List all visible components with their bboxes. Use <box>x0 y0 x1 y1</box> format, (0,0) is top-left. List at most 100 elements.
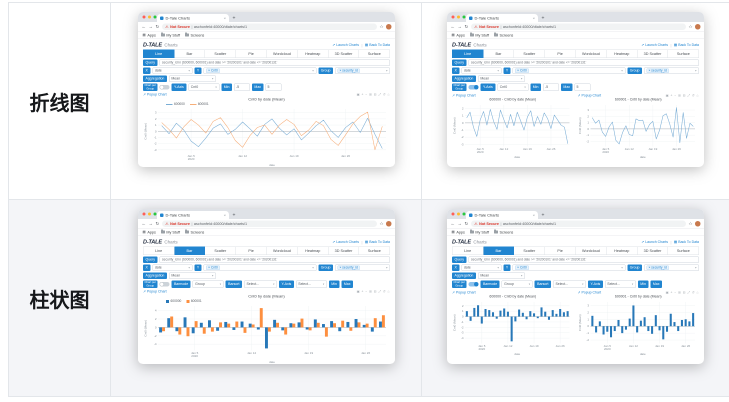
bookmark-folder[interactable]: My Stuff <box>469 32 489 37</box>
tab-3d-scatter[interactable]: 3D Scatter <box>327 49 359 58</box>
reload-icon[interactable]: ↻ <box>464 23 469 29</box>
address-bar[interactable]: ⚠ Not Secure | aschonfeld:40000/dtale/ch… <box>161 23 377 30</box>
tab-line[interactable]: Line <box>142 49 174 58</box>
address-bar[interactable]: ⚠ Not Secure | aschonfeld:40000/dtale/ch… <box>161 220 377 227</box>
group-chip[interactable]: × security_id <box>646 68 669 73</box>
popup-chart-link[interactable]: ↗ Popup Chart <box>142 289 167 294</box>
popup-chart-link[interactable]: ↗ Popup Chart <box>452 290 476 295</box>
tab-surface[interactable]: Surface <box>668 49 699 58</box>
aggregation-select[interactable]: Mean ▾ <box>477 272 525 279</box>
tab-close-icon[interactable]: × <box>223 212 226 218</box>
aggregation-select[interactable]: Mean ▾ <box>477 75 525 82</box>
bookmark-folder[interactable]: Screens <box>184 32 204 37</box>
barmode-select[interactable]: Group ▾ <box>192 280 224 288</box>
tab-close-icon[interactable]: × <box>223 15 226 21</box>
close-button[interactable] <box>451 15 455 19</box>
tab-3d-scatter[interactable]: 3D Scatter <box>637 49 669 58</box>
bookmark-folder[interactable]: My Stuff <box>469 229 489 234</box>
back-to-data-link[interactable]: ▦ Back To Data <box>364 43 390 47</box>
tab-close-icon[interactable]: × <box>532 212 535 218</box>
popup-chart-link[interactable]: ↗ Popup Chart <box>142 92 167 97</box>
bookmark-folder[interactable]: Screens <box>184 229 204 234</box>
back-icon[interactable]: ← <box>141 220 146 226</box>
bookmark-folder[interactable]: Screens <box>494 32 513 37</box>
bookmark-star-icon[interactable]: ☆ <box>378 220 383 226</box>
y-select[interactable]: × Cnt0 ▾ <box>512 67 626 74</box>
max-input[interactable]: 5 <box>574 83 591 91</box>
bookmark-apps[interactable]: ▦ Apps <box>142 229 156 235</box>
group-select[interactable]: × security_id ▾ <box>644 67 699 74</box>
chart-per-group-toggle[interactable] <box>158 85 169 90</box>
y-chip[interactable]: × Cnt0 <box>205 265 220 270</box>
browser-tab[interactable]: D-Tale Charts × <box>156 211 229 219</box>
close-button[interactable] <box>451 212 455 216</box>
popup-chart-link[interactable]: ↗ Popup Chart <box>577 290 602 295</box>
plotly-modebar-icons[interactable]: ▣ + − ⊞ ⊟ ⤢ ↺ ⌂ <box>356 289 390 294</box>
bookmark-folder[interactable]: My Stuff <box>160 32 180 37</box>
barsort-select[interactable]: Select... ▾ <box>243 280 277 288</box>
barsort-select[interactable]: Select... ▾ <box>552 280 586 288</box>
zoom-button[interactable] <box>462 212 466 216</box>
address-bar[interactable]: ⚠ Not Secure | aschonfeld:40000/dtale/ch… <box>470 220 686 227</box>
group-select[interactable]: × security_id ▾ <box>334 67 390 74</box>
profile-avatar[interactable] <box>695 220 701 227</box>
forward-icon[interactable]: → <box>148 23 153 29</box>
tab-pie[interactable]: Pie <box>544 49 576 58</box>
group-select[interactable]: × security_id ▾ <box>644 264 699 271</box>
bookmark-folder[interactable]: Screens <box>494 229 513 234</box>
back-to-data-link[interactable]: ▦ Back To Data <box>364 240 390 244</box>
profile-avatar[interactable] <box>385 220 391 227</box>
aggregation-select[interactable]: Mean ▾ <box>168 272 216 279</box>
tab-heatmap[interactable]: Heatmap <box>606 49 638 58</box>
group-chip[interactable]: × security_id <box>646 265 669 270</box>
launch-charts-link[interactable]: ↗ Launch Charts <box>331 43 359 47</box>
min-input[interactable]: -5 <box>542 83 559 91</box>
zoom-button[interactable] <box>153 15 156 19</box>
tab-scatter[interactable]: Scatter <box>514 49 545 58</box>
popup-chart-link[interactable]: ↗ Popup Chart <box>452 93 476 98</box>
tab-line[interactable]: Line <box>142 246 174 255</box>
yaxis-select[interactable]: Select... ▾ <box>295 280 327 288</box>
y-chip[interactable]: × Cnt0 <box>515 265 529 270</box>
launch-charts-link[interactable]: ↗ Launch Charts <box>331 240 359 244</box>
minimize-button[interactable] <box>457 212 460 216</box>
tab-wordcloud[interactable]: Wordcloud <box>575 246 607 255</box>
forward-icon[interactable]: → <box>457 23 463 29</box>
query-input[interactable]: security_id in (600000, 600001) and date… <box>468 256 699 263</box>
yaxis-select[interactable]: Cnt0 ▾ <box>187 83 219 91</box>
group-chip[interactable]: × security_id <box>337 68 360 73</box>
legend-item[interactable]: 600000 <box>165 103 184 106</box>
address-bar[interactable]: ⚠ Not Secure | aschonfeld:40000/dtale/ch… <box>470 23 686 30</box>
reload-icon[interactable]: ↻ <box>464 220 469 226</box>
yaxis-select[interactable]: Select... ▾ <box>604 280 636 288</box>
tab-wordcloud[interactable]: Wordcloud <box>575 49 607 58</box>
y-select[interactable]: × Cnt0 ▾ <box>203 264 316 271</box>
tab-surface[interactable]: Surface <box>358 49 390 58</box>
tab-wordcloud[interactable]: Wordcloud <box>266 49 298 58</box>
profile-avatar[interactable] <box>695 23 701 30</box>
browser-tab[interactable]: D-Tale Charts × <box>466 14 538 22</box>
bookmark-apps[interactable]: ▦ Apps <box>451 32 465 38</box>
back-to-data-link[interactable]: ▦ Back To Data <box>673 43 699 47</box>
back-to-data-link[interactable]: ▦ Back To Data <box>673 240 699 244</box>
tab-3d-scatter[interactable]: 3D Scatter <box>327 246 359 255</box>
max-input[interactable]: 5 <box>265 83 282 91</box>
launch-charts-link[interactable]: ↗ Launch Charts <box>641 240 668 244</box>
group-chip[interactable]: × security_id <box>337 265 360 270</box>
min-input[interactable]: -5 <box>233 83 250 91</box>
tab-line[interactable]: Line <box>452 246 484 255</box>
forward-icon[interactable]: → <box>457 220 463 226</box>
y-select[interactable]: × Cnt0 ▾ <box>512 264 626 271</box>
new-tab-button[interactable]: + <box>232 212 235 219</box>
tab-heatmap[interactable]: Heatmap <box>297 49 328 58</box>
back-icon[interactable]: ← <box>141 23 146 29</box>
tab-wordcloud[interactable]: Wordcloud <box>266 246 298 255</box>
query-input[interactable]: security_id in (600000, 600001) and date… <box>468 59 699 66</box>
launch-charts-link[interactable]: ↗ Launch Charts <box>641 43 668 47</box>
query-input[interactable]: security_id in (600000, 600001) and date… <box>159 256 390 263</box>
browser-tab[interactable]: D-Tale Charts × <box>466 211 538 219</box>
tab-pie[interactable]: Pie <box>544 246 576 255</box>
minimize-button[interactable] <box>147 15 151 19</box>
minimize-button[interactable] <box>147 212 151 216</box>
tab-bar[interactable]: Bar <box>173 246 205 255</box>
